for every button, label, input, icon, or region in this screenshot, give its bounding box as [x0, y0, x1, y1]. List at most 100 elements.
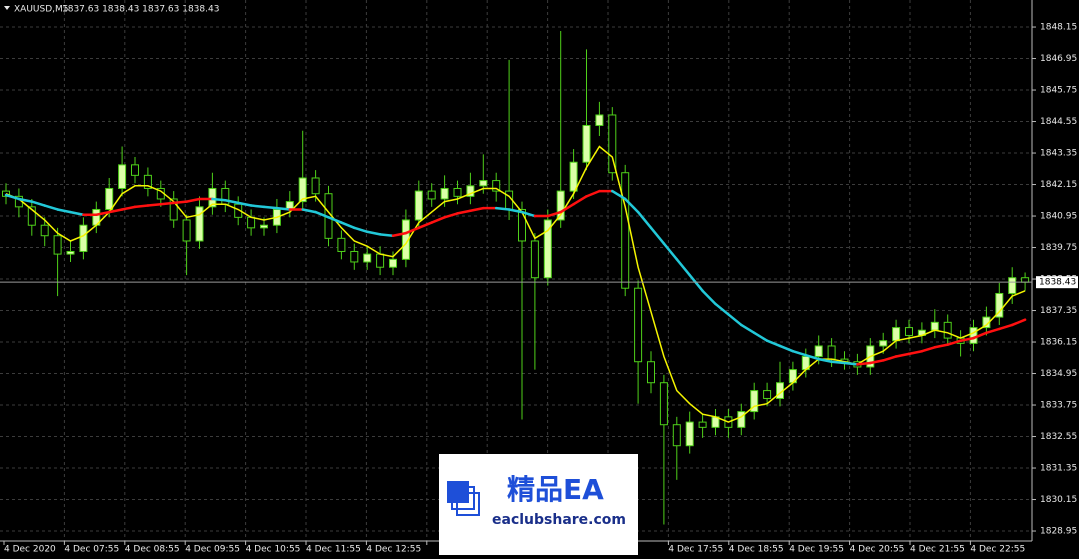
candle-body [53, 235, 62, 255]
candle-body [143, 174, 152, 189]
ma-segment [340, 221, 356, 230]
candle-body [698, 421, 707, 428]
x-tick-label: 4 Dec 18:55 [729, 545, 784, 555]
ma-segment [443, 212, 459, 219]
x-tick-label: 4 Dec 17:55 [668, 545, 723, 555]
ma-segment [791, 349, 808, 357]
ma-segment [856, 361, 872, 366]
ma-segment [185, 197, 201, 203]
ma-segment [43, 204, 59, 211]
y-tick-label: 1839.75 [1040, 243, 1077, 253]
candle-body [582, 124, 591, 163]
ma-segment [391, 231, 408, 237]
ma-segment [920, 346, 937, 353]
candle-body [427, 190, 436, 200]
x-tick-label: 4 Dec 12:55 [366, 545, 421, 555]
ma-segment [365, 230, 382, 236]
ma-segment [727, 313, 743, 327]
ma-segment [56, 208, 72, 214]
ma-segment [649, 226, 666, 245]
candle-body [543, 219, 552, 279]
ma-segment [688, 273, 704, 293]
candle-body [247, 216, 256, 229]
ma-segment [95, 210, 111, 216]
ma-segment [972, 331, 988, 340]
ma-segment [224, 199, 240, 205]
ma-segment [236, 201, 253, 207]
ma-segment [907, 349, 924, 356]
x-tick-label: 4 Dec 22:55 [970, 545, 1025, 555]
x-tick-label: 4 Dec 10:55 [246, 545, 301, 555]
y-tick-label: 1840.95 [1040, 212, 1077, 222]
candle-body [685, 421, 694, 447]
candle-body [969, 327, 978, 344]
ma-segment [817, 357, 833, 363]
ma-segment [701, 289, 717, 306]
y-tick-label: 1848.15 [1040, 23, 1077, 33]
y-tick-label: 1830.15 [1040, 495, 1077, 505]
ma-segment [120, 205, 137, 211]
candle-body [647, 361, 655, 384]
y-tick-label: 1845.75 [1040, 86, 1077, 96]
ma-segment [998, 323, 1014, 331]
watermark-icon [456, 492, 480, 516]
ma-segment [546, 210, 562, 218]
candle-body [1021, 277, 1030, 283]
ma-segment [778, 344, 795, 353]
ma-segment [623, 197, 640, 214]
candle-body [672, 424, 681, 447]
ma-segment [249, 204, 266, 209]
title-arrow [4, 6, 10, 10]
candle-body [27, 206, 36, 226]
ma-segment [985, 327, 1001, 335]
candle-body [827, 345, 836, 360]
x-tick-label: 4 Dec 2020 [4, 545, 56, 555]
candle-body [131, 164, 139, 176]
candle-body [569, 161, 578, 192]
candle-body [892, 327, 901, 342]
ma-segment [881, 355, 898, 362]
chart-title: XAUUSD,M5 [14, 5, 69, 15]
ma-segment [804, 353, 820, 361]
ma-segment [378, 233, 395, 237]
candle-body [634, 287, 643, 363]
candle-body [260, 224, 268, 229]
ma-segment [327, 216, 343, 224]
ma-segment [211, 197, 227, 202]
ma-segment [946, 339, 962, 346]
ma-segment [430, 216, 446, 224]
ma-segment [17, 197, 34, 203]
y-tick-label: 1828.95 [1040, 527, 1077, 537]
candle-body [930, 321, 939, 331]
candle-body [401, 219, 410, 260]
y-tick-label: 1846.95 [1040, 54, 1077, 64]
ma-segment [404, 226, 421, 235]
price-tag-box [1036, 276, 1078, 289]
ma-segment [353, 226, 369, 234]
candle-body [298, 177, 307, 203]
watermark-brand: 精品EA [507, 473, 604, 506]
ma-segment [146, 202, 163, 207]
candle-body [453, 187, 462, 197]
x-tick-label: 4 Dec 11:55 [306, 545, 361, 555]
candle-body [659, 382, 668, 426]
ma-segment [843, 361, 859, 366]
ma-segment [507, 208, 524, 214]
ma-segment [301, 208, 317, 214]
candle-body [414, 190, 423, 221]
chart-subtitle: 1837.63 1838.43 1837.63 1838.43 [62, 5, 219, 15]
y-tick-label: 1833.75 [1040, 401, 1077, 411]
ma-segment [611, 189, 627, 201]
y-tick-label: 1843.35 [1040, 149, 1077, 159]
ma-segment [275, 206, 292, 211]
candle-body [79, 224, 88, 252]
candle-body [311, 177, 320, 195]
x-tick-label: 4 Dec 09:55 [185, 545, 240, 555]
candle-body [595, 114, 604, 126]
candle-body [376, 253, 385, 268]
candle-body [518, 208, 526, 242]
x-tick-label: 4 Dec 08:55 [125, 545, 180, 555]
candle-body [208, 187, 217, 208]
ma-segment [714, 302, 730, 316]
